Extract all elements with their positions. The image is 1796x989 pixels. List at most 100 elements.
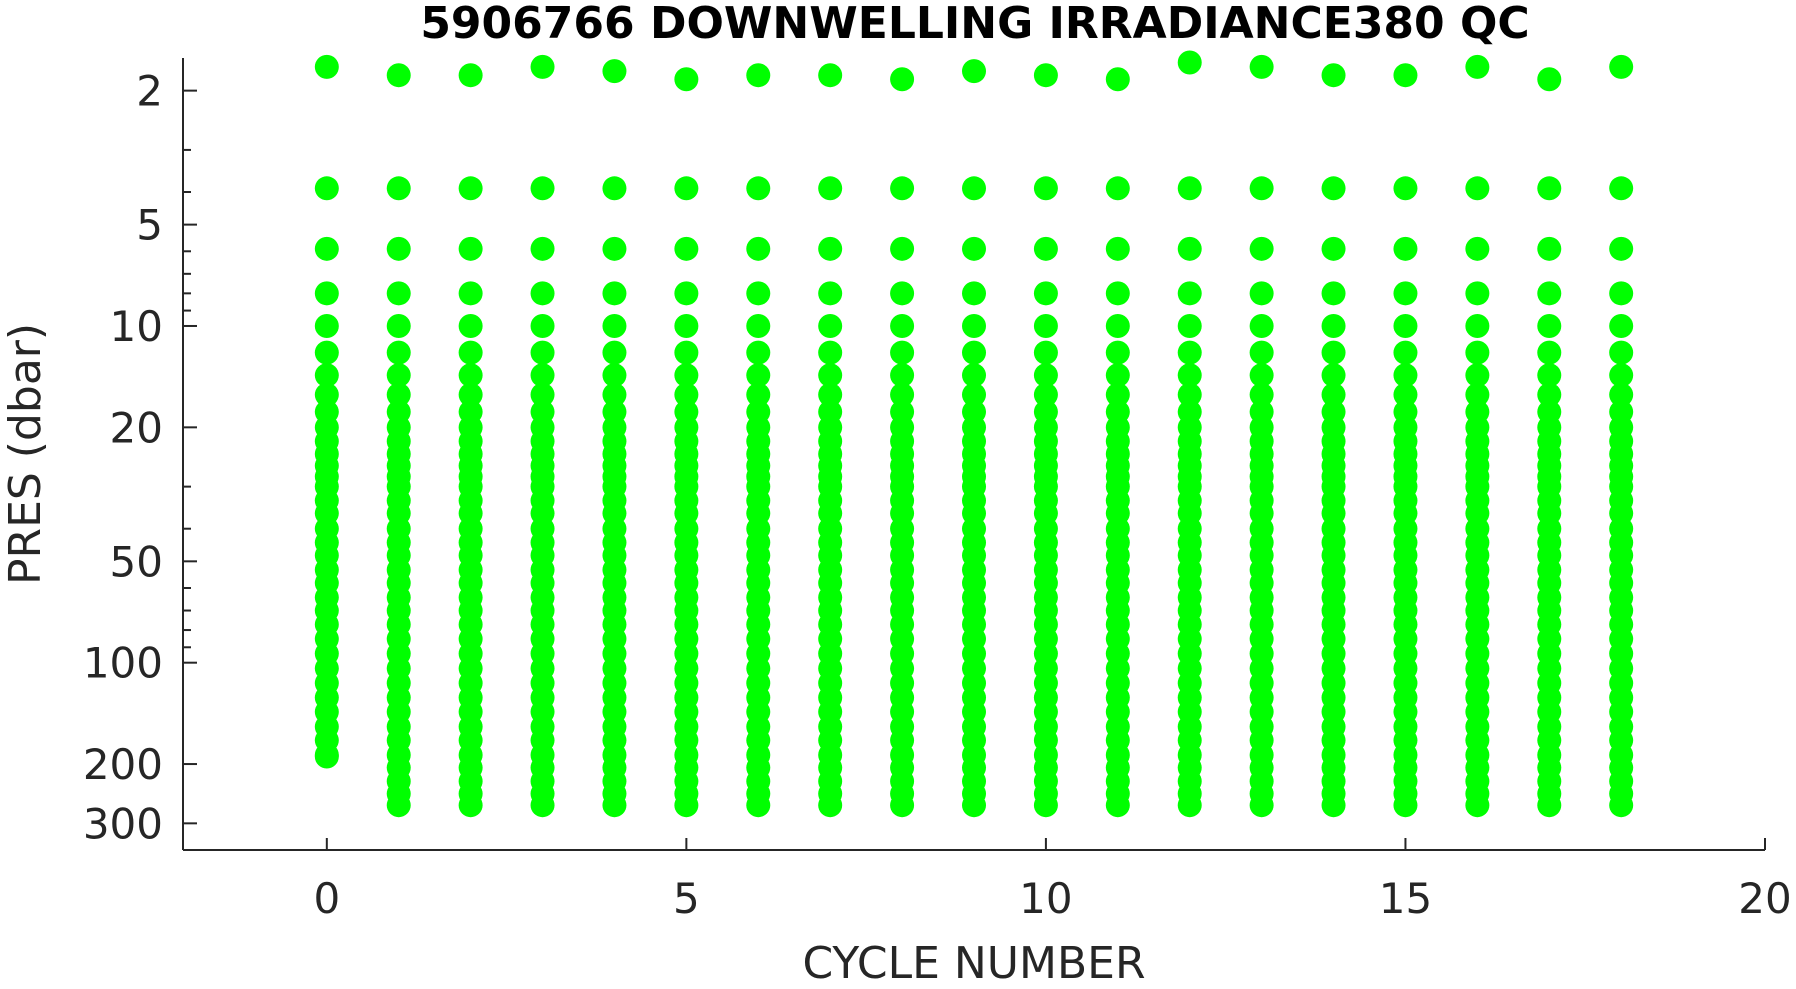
- data-point: [674, 176, 699, 201]
- data-point: [1321, 176, 1346, 201]
- data-point: [314, 281, 339, 306]
- data-point: [1609, 363, 1634, 388]
- data-point: [1393, 176, 1418, 201]
- y-axis-label: PRES (dbar): [0, 323, 51, 585]
- data-point: [674, 313, 699, 338]
- data-point: [962, 176, 986, 201]
- data-point: [1393, 363, 1418, 388]
- data-point: [962, 236, 986, 261]
- data-point: [962, 793, 986, 818]
- data-point: [1321, 363, 1346, 388]
- data-point: [962, 382, 986, 407]
- data-point: [530, 363, 555, 388]
- data-point: [386, 236, 411, 261]
- data-point: [530, 54, 555, 79]
- data-point: [458, 176, 483, 201]
- data-point: [1393, 236, 1418, 261]
- data-point: [1033, 382, 1058, 407]
- data-point: [1537, 793, 1562, 818]
- data-point: [674, 382, 699, 407]
- data-point: [314, 340, 339, 365]
- data-point: [1177, 50, 1202, 75]
- data-point: [1033, 176, 1058, 201]
- data-point: [890, 363, 915, 388]
- y-tick-label: 20: [110, 403, 163, 452]
- data-point: [1105, 236, 1130, 261]
- data-point: [1033, 340, 1058, 365]
- data-point: [530, 281, 555, 306]
- data-point: [1105, 176, 1130, 201]
- data-point: [530, 793, 555, 818]
- data-point: [1105, 793, 1130, 818]
- data-point: [818, 281, 843, 306]
- data-point: [1033, 363, 1058, 388]
- data-point: [962, 363, 986, 388]
- data-point: [1249, 176, 1274, 201]
- data-point: [746, 281, 771, 306]
- data-point: [1321, 793, 1346, 818]
- data-point: [1609, 281, 1634, 306]
- data-point: [746, 176, 771, 201]
- data-point: [1249, 313, 1274, 338]
- data-point: [962, 59, 986, 84]
- data-point: [602, 281, 627, 306]
- data-point: [674, 236, 699, 261]
- y-tick-label: 2: [136, 67, 163, 116]
- data-point: [962, 340, 986, 365]
- data-point: [890, 382, 915, 407]
- data-point: [386, 363, 411, 388]
- data-point: [1177, 176, 1202, 201]
- data-point: [1105, 340, 1130, 365]
- data-point: [674, 793, 699, 818]
- data-point: [962, 281, 986, 306]
- data-point: [674, 340, 699, 365]
- data-point: [818, 63, 843, 88]
- data-point: [746, 793, 771, 818]
- data-point: [1177, 382, 1202, 407]
- data-point: [314, 313, 339, 338]
- data-point: [818, 236, 843, 261]
- y-tick-label: 10: [110, 302, 163, 351]
- data-point: [386, 313, 411, 338]
- data-point: [602, 363, 627, 388]
- data-point: [1465, 236, 1490, 261]
- data-point: [746, 236, 771, 261]
- data-point: [1465, 54, 1490, 79]
- data-point: [1033, 63, 1058, 88]
- data-point: [386, 63, 411, 88]
- data-point: [1465, 176, 1490, 201]
- data-point: [890, 313, 915, 338]
- data-point: [458, 281, 483, 306]
- y-tick-label: 300: [83, 799, 163, 848]
- data-point: [890, 281, 915, 306]
- data-point: [1609, 382, 1634, 407]
- data-point: [1105, 313, 1130, 338]
- data-point: [818, 363, 843, 388]
- data-point: [602, 793, 627, 818]
- data-point: [1321, 340, 1346, 365]
- data-point: [1609, 793, 1634, 818]
- data-point: [1321, 281, 1346, 306]
- data-point: [1537, 340, 1562, 365]
- data-point: [1537, 236, 1562, 261]
- data-point: [602, 236, 627, 261]
- data-point: [1249, 363, 1274, 388]
- data-point: [386, 340, 411, 365]
- data-point: [1177, 340, 1202, 365]
- data-point: [1393, 793, 1418, 818]
- data-point: [674, 363, 699, 388]
- y-axis-ticks: 2 5 10 20 50 100 200 300: [83, 67, 197, 848]
- data-point: [890, 340, 915, 365]
- data-point: [1465, 382, 1490, 407]
- data-point: [1321, 236, 1346, 261]
- data-point: [890, 67, 915, 92]
- data-point: [1609, 313, 1634, 338]
- x-axis-ticks: 0 5 10 15 20: [313, 838, 1792, 923]
- data-point: [386, 281, 411, 306]
- data-point: [1105, 281, 1130, 306]
- data-point: [1393, 313, 1418, 338]
- x-tick-label: 0: [313, 874, 340, 923]
- data-point: [1105, 363, 1130, 388]
- data-point: [674, 281, 699, 306]
